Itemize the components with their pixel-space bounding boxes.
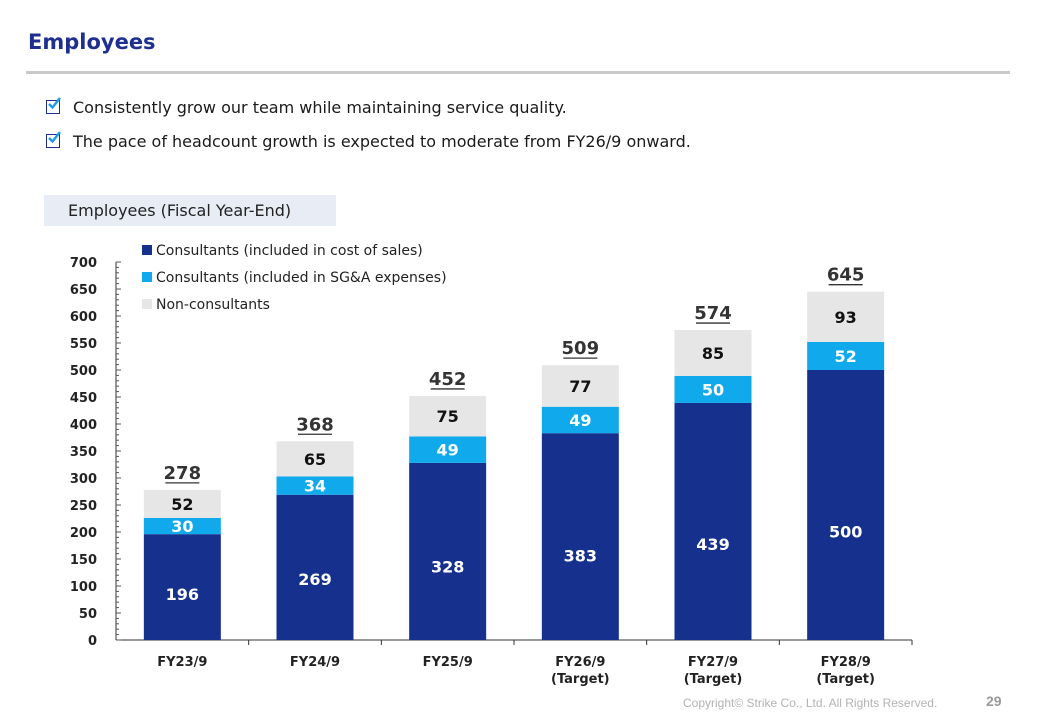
data-label: 52	[171, 495, 193, 514]
page-number: 29	[986, 693, 1002, 709]
y-tick-label: 600	[70, 310, 97, 325]
bar-segment	[541, 433, 619, 640]
bar-segment	[276, 441, 354, 477]
bar-segment	[807, 341, 885, 370]
bullet-item: The pace of headcount growth is expected…	[46, 124, 691, 158]
data-label: 85	[702, 344, 724, 363]
bar-segment	[409, 395, 487, 437]
bar-segment	[807, 370, 885, 640]
bullet-text: Consistently grow our team while maintai…	[73, 97, 567, 117]
legend-entry: Non-consultants	[156, 297, 270, 313]
checkbox-icon	[46, 131, 61, 148]
x-category-label: FY27/9	[688, 655, 738, 670]
x-category-label: FY24/9	[290, 655, 340, 670]
y-tick-label: 200	[70, 526, 97, 541]
data-label: 328	[431, 558, 464, 577]
data-label: 49	[437, 441, 459, 460]
bar-segment	[143, 489, 221, 518]
x-category-label: (Target)	[551, 672, 610, 687]
y-tick-label: 0	[88, 634, 97, 649]
legend-entry: Consultants (included in SG&A expenses)	[156, 270, 447, 286]
data-label: 30	[171, 517, 193, 536]
data-label: 49	[569, 411, 591, 430]
legend-swatch	[142, 272, 152, 282]
data-label: 383	[564, 546, 597, 565]
data-label: 93	[835, 308, 857, 327]
x-category-label: (Target)	[684, 672, 743, 687]
bullet-text: The pace of headcount growth is expected…	[73, 131, 691, 151]
bar-segment	[143, 534, 221, 640]
y-tick-label: 400	[70, 418, 97, 433]
x-category-label: FY28/9	[821, 655, 871, 670]
bar-segment	[674, 330, 752, 376]
bar-segment	[276, 494, 354, 640]
bar-segment	[143, 517, 221, 535]
y-tick-label: 300	[70, 472, 97, 487]
x-category-label: FY25/9	[423, 655, 473, 670]
bar-segment	[674, 402, 752, 640]
copyright-footer: Copyright© Strike Co., Ltd. All Rights R…	[683, 696, 938, 710]
total-label: 368	[296, 414, 334, 435]
total-label: 574	[694, 303, 732, 324]
data-label: 75	[437, 407, 459, 426]
data-label: 65	[304, 450, 326, 469]
y-tick-label: 100	[70, 580, 97, 595]
checkbox-icon	[46, 97, 61, 114]
y-tick-label: 450	[70, 391, 97, 406]
legend-entry: Consultants (included in cost of sales)	[156, 243, 423, 259]
data-label: 269	[298, 570, 331, 589]
y-tick-label: 500	[70, 364, 97, 379]
data-label: 52	[835, 347, 857, 366]
total-label: 645	[827, 265, 865, 286]
y-tick-label: 50	[79, 607, 97, 622]
title-divider	[26, 71, 1010, 74]
bullet-list: Consistently grow our team while maintai…	[46, 90, 691, 158]
x-category-label: FY23/9	[157, 655, 207, 670]
bar-segment	[541, 406, 619, 434]
total-label: 452	[429, 369, 467, 390]
y-tick-label: 650	[70, 283, 97, 298]
data-label: 34	[304, 477, 326, 496]
y-tick-label: 550	[70, 337, 97, 352]
data-label: 196	[166, 585, 199, 604]
data-label: 77	[569, 377, 591, 396]
bar-segment	[807, 291, 885, 342]
data-label: 50	[702, 380, 724, 399]
bar-segment	[541, 365, 619, 407]
x-category-label: (Target)	[816, 672, 875, 687]
bullet-item: Consistently grow our team while maintai…	[46, 90, 691, 124]
total-label: 278	[164, 463, 202, 484]
page-title: Employees	[28, 30, 156, 54]
total-label: 509	[562, 338, 600, 359]
legend-swatch	[142, 299, 152, 309]
chart-heading: Employees (Fiscal Year-End)	[44, 195, 336, 226]
y-tick-label: 700	[70, 256, 97, 271]
data-label: 500	[829, 522, 862, 541]
bar-segment	[409, 462, 487, 640]
bar-segment	[674, 375, 752, 403]
data-label: 439	[696, 535, 729, 554]
bar-segment	[276, 476, 354, 495]
bar-segment	[409, 436, 487, 463]
y-tick-label: 350	[70, 445, 97, 460]
x-category-label: FY26/9	[555, 655, 605, 670]
y-tick-label: 150	[70, 553, 97, 568]
legend-swatch	[142, 245, 152, 255]
y-tick-label: 250	[70, 499, 97, 514]
